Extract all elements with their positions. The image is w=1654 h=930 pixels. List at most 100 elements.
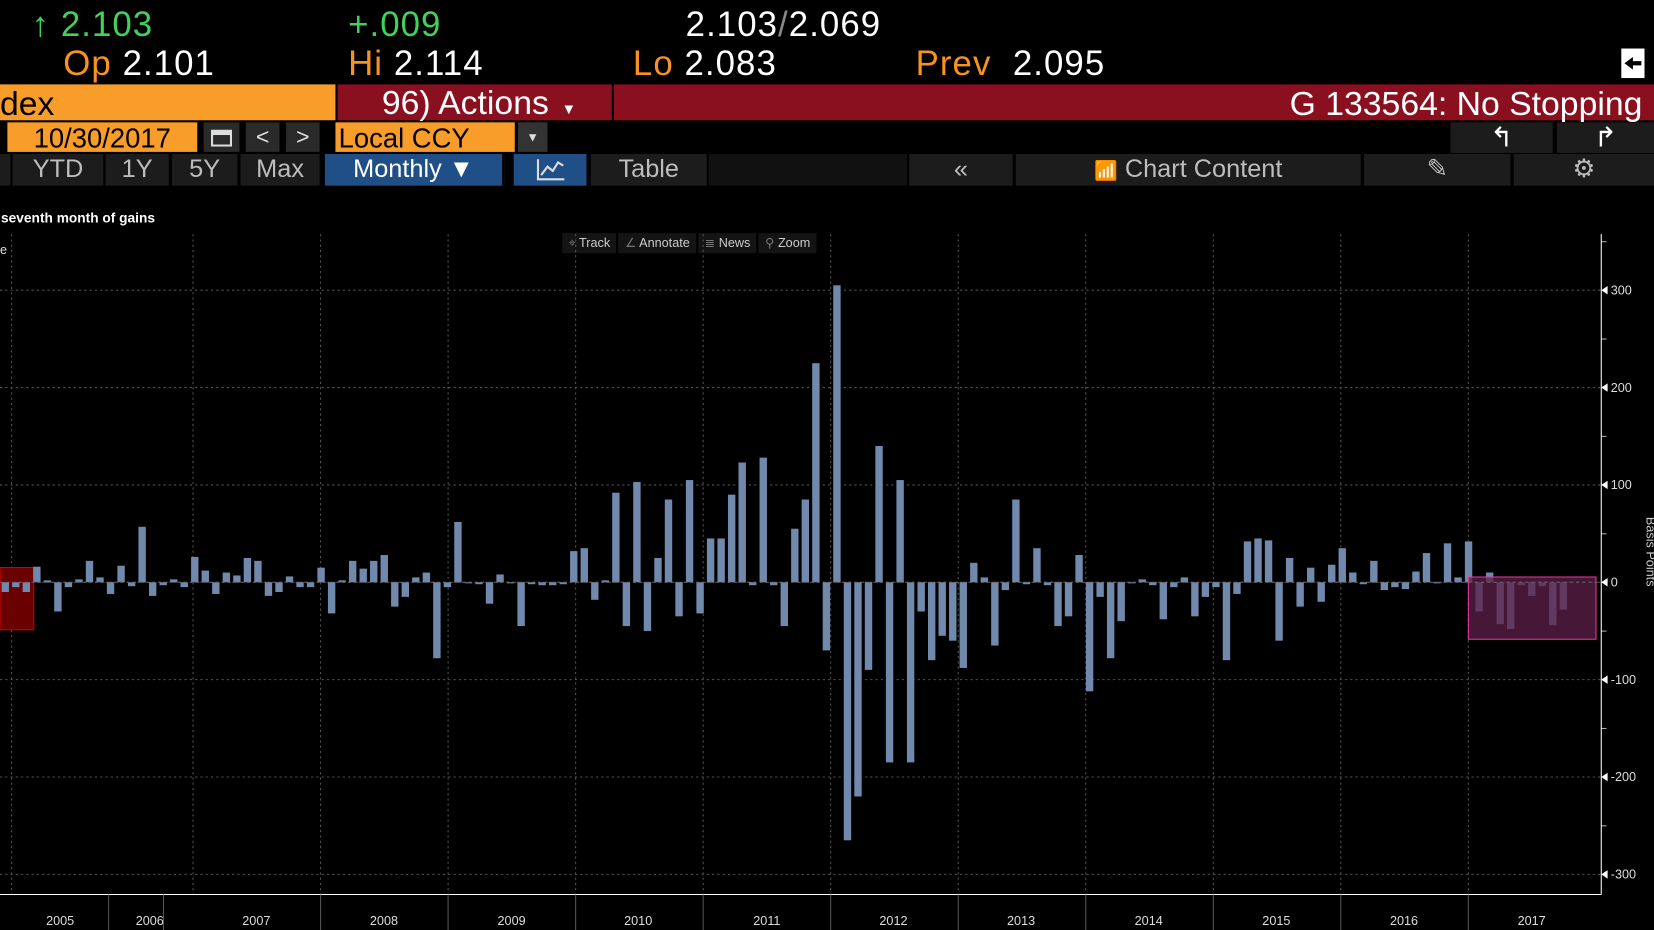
bar bbox=[759, 457, 767, 583]
edit-button[interactable]: ✎ bbox=[1363, 154, 1513, 186]
chart-title: seventh month of gains bbox=[1, 209, 155, 226]
bar bbox=[443, 582, 452, 588]
bar bbox=[1285, 557, 1294, 583]
y-tick-marker bbox=[1601, 285, 1608, 295]
redo-button[interactable]: ↱ bbox=[1556, 121, 1654, 153]
bar bbox=[148, 582, 157, 596]
alert-banner[interactable]: G 133564: No Stopping bbox=[613, 84, 1654, 122]
bar bbox=[1033, 548, 1041, 583]
bar bbox=[370, 560, 378, 583]
open-label: Op bbox=[63, 43, 112, 83]
bar bbox=[1212, 582, 1220, 588]
x-tick-label: 2017 bbox=[1518, 914, 1546, 928]
bar bbox=[896, 480, 904, 583]
bar bbox=[401, 582, 410, 597]
security-field[interactable]: dex bbox=[0, 84, 336, 122]
settings-button[interactable]: ⚙ bbox=[1513, 154, 1654, 186]
bar bbox=[580, 548, 588, 583]
currency-dropdown-button[interactable]: ▼ bbox=[517, 122, 548, 152]
x-tick-label: 2014 bbox=[1135, 914, 1163, 928]
news-tool[interactable]: ≣ News bbox=[698, 233, 757, 254]
track-tool[interactable]: ⌖ Track bbox=[562, 233, 617, 254]
y-axis-label: Basis Points bbox=[1643, 516, 1654, 587]
bar bbox=[338, 580, 346, 583]
bar bbox=[454, 521, 462, 583]
bar bbox=[612, 492, 620, 583]
bar bbox=[1243, 541, 1252, 583]
next-date-button[interactable]: > bbox=[285, 122, 320, 152]
undo-button[interactable]: ↰ bbox=[1450, 121, 1553, 153]
bar bbox=[1128, 582, 1136, 584]
bar bbox=[549, 582, 557, 586]
chart-toolbar: ⌖ Track ∠ Annotate ≣ News ⚲ Zoom bbox=[562, 233, 817, 254]
undo-icon: ↰ bbox=[1490, 121, 1514, 153]
bar bbox=[159, 582, 167, 586]
legend-partial: e bbox=[0, 242, 8, 258]
bar bbox=[1317, 582, 1325, 602]
x-tick-label: 2006 bbox=[136, 914, 164, 928]
bar bbox=[1275, 582, 1283, 641]
export-icon[interactable] bbox=[1621, 48, 1645, 79]
annotate-tool[interactable]: ∠ Annotate bbox=[618, 233, 697, 254]
news-label: News bbox=[718, 235, 751, 250]
bar bbox=[412, 577, 420, 583]
high-value: 2.114 bbox=[393, 43, 484, 83]
range-button-partial[interactable] bbox=[0, 154, 13, 186]
x-tick-label: 2007 bbox=[242, 914, 270, 928]
bar bbox=[980, 577, 989, 583]
range-1y[interactable]: 1Y bbox=[105, 154, 171, 186]
prev-date-button[interactable]: < bbox=[245, 122, 280, 152]
bar bbox=[317, 567, 325, 583]
bar bbox=[1075, 555, 1083, 583]
bar bbox=[496, 574, 504, 583]
prev-label: Prev bbox=[915, 43, 992, 83]
chart-content-label: Chart Content bbox=[1124, 155, 1283, 184]
bar bbox=[927, 582, 936, 661]
chart-content-button[interactable]: 📶 Chart Content bbox=[1015, 154, 1363, 186]
open: Op 2.101 bbox=[63, 44, 215, 82]
range-max[interactable]: Max bbox=[240, 154, 322, 186]
bar bbox=[906, 582, 915, 763]
bar bbox=[1222, 582, 1231, 661]
actions-menu[interactable]: 96) Actions ▼ bbox=[337, 83, 612, 122]
range-5y[interactable]: 5Y bbox=[171, 154, 240, 186]
bar bbox=[1096, 582, 1104, 597]
bar bbox=[233, 575, 241, 583]
bar bbox=[75, 579, 83, 583]
period-select[interactable]: Monthly ▼ bbox=[324, 154, 505, 186]
actions-label: 96) Actions bbox=[381, 83, 549, 122]
y-tick-marker bbox=[1601, 578, 1608, 587]
bar bbox=[622, 582, 631, 627]
bar bbox=[1233, 582, 1241, 594]
bar bbox=[359, 568, 367, 583]
zoom-tool[interactable]: ⚲ Zoom bbox=[758, 233, 817, 254]
bar bbox=[127, 582, 136, 587]
bar bbox=[885, 582, 894, 763]
line-chart-button[interactable] bbox=[513, 154, 589, 186]
bar bbox=[285, 576, 294, 583]
high: Hi 2.114 bbox=[348, 44, 484, 82]
redo-icon: ↱ bbox=[1593, 121, 1617, 153]
last-price: ↑ 2.103 bbox=[32, 5, 154, 43]
currency-select[interactable]: Local CCY bbox=[335, 122, 515, 154]
bar bbox=[85, 560, 94, 583]
bar bbox=[485, 582, 494, 604]
date-input[interactable]: 10/30/2017 bbox=[7, 122, 198, 154]
dropdown-caret-icon: ▼ bbox=[561, 100, 577, 118]
bar bbox=[222, 572, 231, 583]
calendar-button[interactable] bbox=[203, 122, 240, 152]
x-tick-label: 2013 bbox=[1007, 914, 1035, 928]
open-value: 2.101 bbox=[122, 43, 215, 83]
bar bbox=[1001, 582, 1010, 591]
last-value: 2.103 bbox=[60, 4, 154, 44]
bar bbox=[33, 566, 41, 583]
bar bbox=[601, 580, 610, 583]
y-tick-marker bbox=[1601, 675, 1608, 684]
table-button[interactable]: Table bbox=[590, 154, 709, 186]
bar bbox=[1, 582, 9, 593]
range-ytd[interactable]: YTD bbox=[12, 154, 106, 186]
bar bbox=[243, 557, 252, 583]
collapse-button[interactable]: « bbox=[909, 154, 1015, 186]
bar bbox=[1306, 567, 1315, 583]
